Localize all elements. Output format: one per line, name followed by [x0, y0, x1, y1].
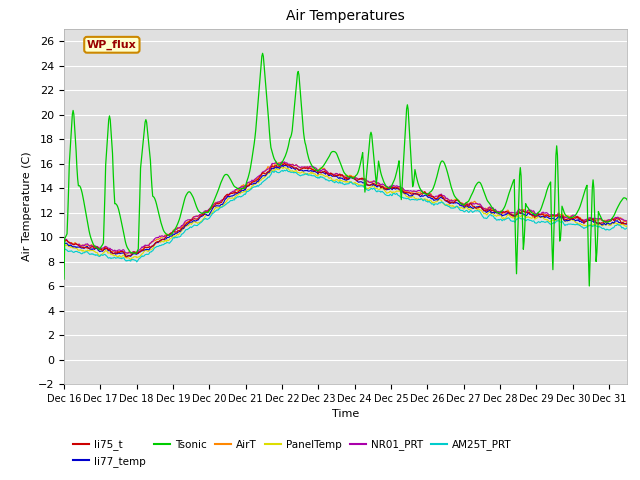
Title: Air Temperatures: Air Temperatures — [286, 10, 405, 24]
Y-axis label: Air Temperature (C): Air Temperature (C) — [22, 152, 32, 261]
Legend: li75_t, li77_temp, Tsonic, AirT, PanelTemp, NR01_PRT, AM25T_PRT: li75_t, li77_temp, Tsonic, AirT, PanelTe… — [69, 435, 516, 471]
Text: WP_flux: WP_flux — [87, 40, 137, 50]
X-axis label: Time: Time — [332, 409, 359, 419]
